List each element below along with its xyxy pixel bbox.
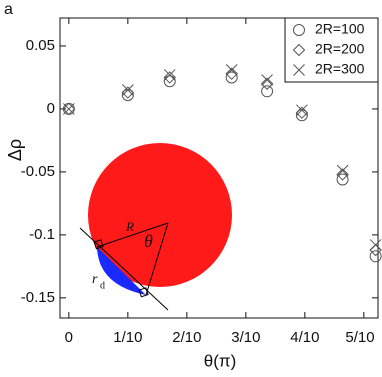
marker — [225, 71, 238, 84]
inset-radius-label: R — [125, 219, 134, 234]
y-tick-label: 0 — [47, 100, 55, 117]
inset-diagram: R θ r d — [79, 143, 232, 311]
x-tick-label: 4/10 — [290, 329, 319, 346]
marker — [369, 250, 382, 263]
marker — [62, 102, 76, 116]
marker — [163, 71, 176, 84]
inset-right-angle — [138, 287, 149, 298]
marker — [336, 168, 349, 181]
y-axis-label: Δρ — [5, 139, 25, 161]
marker — [336, 164, 349, 177]
marker — [121, 86, 135, 99]
legend-label: 2R=100 — [315, 21, 365, 37]
y-tick-label: -0.1 — [29, 226, 55, 243]
plot-frame — [59, 17, 379, 319]
legend-marker — [293, 64, 305, 76]
x-tick-label: 0 — [65, 329, 73, 346]
inset-radius — [96, 222, 169, 248]
legend-marker — [293, 24, 305, 36]
legend-marker — [292, 43, 306, 57]
inset-cap-fill — [97, 247, 146, 295]
x-tick-label: 5/10 — [345, 329, 374, 346]
inset-sphere — [88, 143, 232, 287]
marker — [260, 77, 274, 90]
marker — [336, 173, 349, 186]
inset-right-angle — [93, 239, 104, 250]
marker — [261, 85, 274, 98]
marker — [163, 69, 176, 81]
marker — [261, 74, 273, 86]
legend-label: 2R=200 — [315, 41, 365, 57]
inset-rd-subscript: d — [100, 280, 105, 291]
x-tick-label: 1/10 — [113, 329, 142, 346]
marker — [369, 243, 382, 257]
x-tick-label: 2/10 — [172, 329, 201, 346]
marker — [121, 84, 134, 96]
y-tick-label: -0.15 — [21, 289, 55, 306]
marker — [62, 103, 75, 115]
marker — [163, 75, 176, 88]
inset-rd-label: r — [92, 272, 98, 287]
inset-radius — [145, 222, 169, 296]
inset-angle-label: θ — [144, 231, 153, 251]
marker — [225, 64, 238, 76]
marker — [296, 104, 308, 117]
legend-label: 2R=300 — [315, 61, 365, 77]
panel-label: a — [4, 1, 13, 18]
x-axis-label: θ(π) — [204, 351, 237, 370]
marker — [295, 106, 309, 119]
y-tick-label: 0.05 — [26, 37, 55, 54]
y-tick-label: -0.05 — [21, 163, 55, 180]
marker — [369, 239, 382, 251]
marker — [225, 67, 238, 80]
x-tick-label: 3/10 — [231, 329, 260, 346]
